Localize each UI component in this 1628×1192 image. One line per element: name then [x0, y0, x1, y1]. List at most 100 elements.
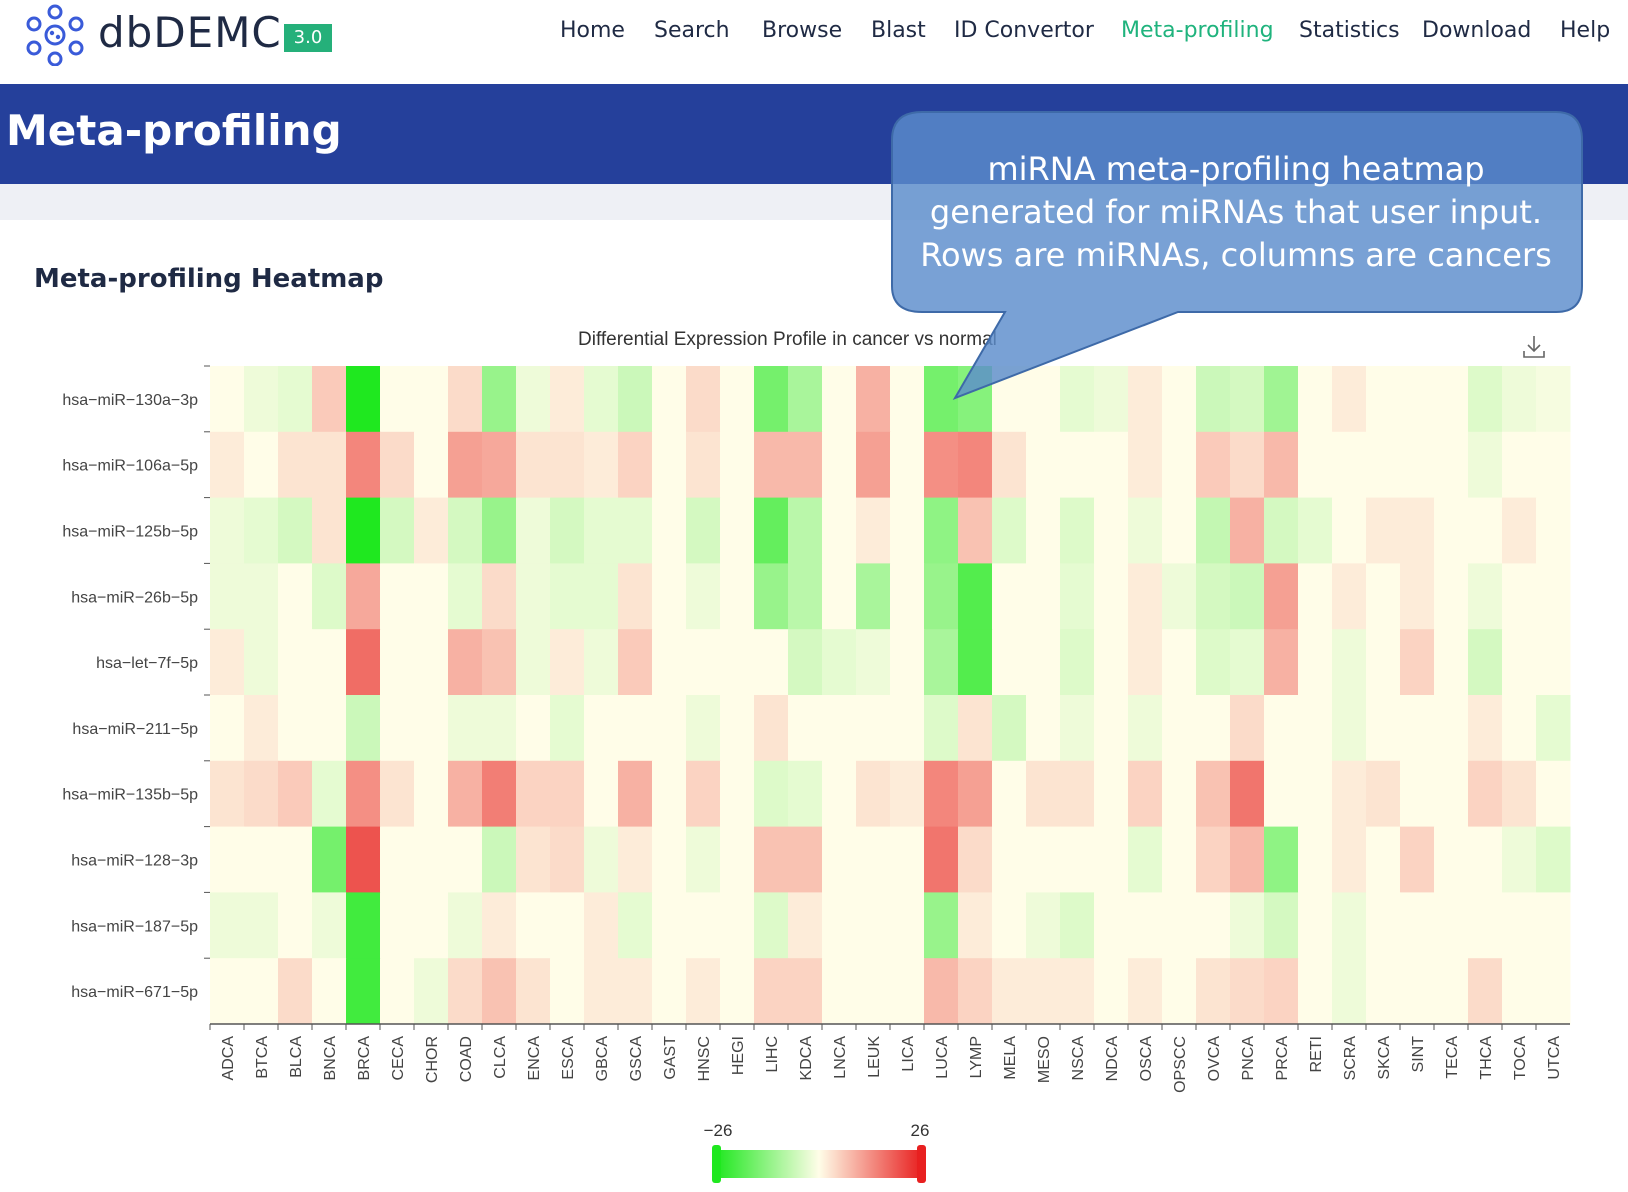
heatmap-cell[interactable] — [346, 892, 381, 959]
heatmap-cell[interactable] — [754, 366, 789, 433]
heatmap-cell[interactable] — [1162, 431, 1197, 499]
heatmap-cell[interactable] — [244, 760, 279, 828]
heatmap-cell[interactable] — [924, 958, 959, 1025]
heatmap-cell[interactable] — [414, 826, 449, 893]
heatmap-cell[interactable] — [1230, 826, 1265, 893]
heatmap-cell[interactable] — [1298, 366, 1333, 433]
heatmap-cell[interactable] — [1366, 431, 1401, 499]
heatmap-cell[interactable] — [958, 892, 993, 959]
heatmap-cell[interactable] — [822, 497, 857, 564]
heatmap-cell[interactable] — [414, 563, 449, 630]
heatmap-cell[interactable] — [1298, 760, 1333, 828]
heatmap-cell[interactable] — [822, 431, 857, 499]
heatmap-cell[interactable] — [278, 629, 313, 696]
heatmap-cell[interactable] — [1128, 431, 1163, 499]
heatmap-cell[interactable] — [380, 497, 415, 564]
heatmap-cell[interactable] — [754, 892, 789, 959]
heatmap-cell[interactable] — [448, 826, 483, 893]
heatmap-cell[interactable] — [1468, 563, 1503, 630]
heatmap-cell[interactable] — [890, 431, 925, 499]
heatmap-cell[interactable] — [1094, 958, 1129, 1025]
heatmap-cell[interactable] — [414, 431, 449, 499]
heatmap-cell[interactable] — [992, 892, 1027, 959]
heatmap-cell[interactable] — [414, 695, 449, 762]
heatmap-cell[interactable] — [618, 826, 653, 893]
heatmap-cell[interactable] — [1434, 695, 1469, 762]
heatmap-cell[interactable] — [1434, 431, 1469, 499]
heatmap-cell[interactable] — [924, 695, 959, 762]
heatmap-cell[interactable] — [210, 958, 245, 1025]
legend-max-handle[interactable] — [917, 1145, 926, 1183]
download-icon[interactable] — [1522, 334, 1546, 360]
heatmap-cell[interactable] — [618, 497, 653, 564]
heatmap-cell[interactable] — [1332, 760, 1367, 828]
heatmap-cell[interactable] — [924, 366, 959, 433]
heatmap-cell[interactable] — [856, 431, 891, 499]
nav-home[interactable]: Home — [560, 18, 625, 43]
heatmap-cell[interactable] — [448, 431, 483, 499]
heatmap-cell[interactable] — [1230, 563, 1265, 630]
heatmap-cell[interactable] — [1264, 629, 1299, 696]
heatmap-cell[interactable] — [1060, 366, 1095, 433]
heatmap-cell[interactable] — [1230, 497, 1265, 564]
heatmap-cell[interactable] — [482, 563, 517, 630]
heatmap-cell[interactable] — [856, 958, 891, 1025]
heatmap-cell[interactable] — [958, 563, 993, 630]
heatmap-cell[interactable] — [720, 563, 755, 630]
heatmap-cell[interactable] — [1026, 629, 1061, 696]
heatmap-cell[interactable] — [958, 695, 993, 762]
heatmap-cell[interactable] — [1298, 431, 1333, 499]
heatmap-cell[interactable] — [1094, 826, 1129, 893]
heatmap-cell[interactable] — [1094, 431, 1129, 499]
heatmap-cell[interactable] — [210, 563, 245, 630]
heatmap-cell[interactable] — [890, 892, 925, 959]
heatmap-cell[interactable] — [618, 431, 653, 499]
heatmap-cell[interactable] — [1502, 366, 1537, 433]
heatmap-cell[interactable] — [1298, 695, 1333, 762]
heatmap-cell[interactable] — [1434, 366, 1469, 433]
heatmap-cell[interactable] — [1502, 695, 1537, 762]
heatmap-cell[interactable] — [618, 892, 653, 959]
heatmap-cell[interactable] — [992, 958, 1027, 1025]
heatmap-cell[interactable] — [652, 695, 687, 762]
heatmap-cell[interactable] — [958, 958, 993, 1025]
heatmap-cell[interactable] — [380, 431, 415, 499]
heatmap-cell[interactable] — [1162, 826, 1197, 893]
heatmap-cell[interactable] — [822, 563, 857, 630]
nav-download[interactable]: Download — [1422, 18, 1532, 43]
heatmap-cell[interactable] — [856, 497, 891, 564]
heatmap-cell[interactable] — [1162, 892, 1197, 959]
heatmap-cell[interactable] — [1026, 695, 1061, 762]
heatmap-cell[interactable] — [1400, 629, 1435, 696]
heatmap-cell[interactable] — [1332, 629, 1367, 696]
heatmap-cell[interactable] — [1060, 826, 1095, 893]
heatmap-cell[interactable] — [244, 366, 279, 433]
heatmap-cell[interactable] — [788, 760, 823, 828]
heatmap-cell[interactable] — [652, 760, 687, 828]
heatmap-cell[interactable] — [1434, 563, 1469, 630]
heatmap-cell[interactable] — [516, 497, 551, 564]
heatmap-cell[interactable] — [278, 826, 313, 893]
heatmap-cell[interactable] — [1400, 892, 1435, 959]
heatmap-cell[interactable] — [482, 629, 517, 696]
heatmap-cell[interactable] — [1366, 892, 1401, 959]
heatmap-cell[interactable] — [210, 892, 245, 959]
heatmap-cell[interactable] — [244, 826, 279, 893]
heatmap-cell[interactable] — [1026, 497, 1061, 564]
heatmap-cell[interactable] — [1128, 760, 1163, 828]
heatmap-cell[interactable] — [754, 497, 789, 564]
heatmap-cell[interactable] — [1400, 760, 1435, 828]
heatmap-cell[interactable] — [788, 958, 823, 1025]
heatmap-cell[interactable] — [1060, 760, 1095, 828]
heatmap-cell[interactable] — [1332, 892, 1367, 959]
heatmap-cell[interactable] — [1026, 892, 1061, 959]
heatmap-cell[interactable] — [482, 366, 517, 433]
heatmap-cell[interactable] — [1026, 958, 1061, 1025]
heatmap-cell[interactable] — [1468, 629, 1503, 696]
heatmap-cell[interactable] — [414, 497, 449, 564]
heatmap-cell[interactable] — [890, 366, 925, 433]
heatmap-cell[interactable] — [550, 497, 585, 564]
heatmap-cell[interactable] — [1162, 695, 1197, 762]
heatmap-cell[interactable] — [992, 760, 1027, 828]
